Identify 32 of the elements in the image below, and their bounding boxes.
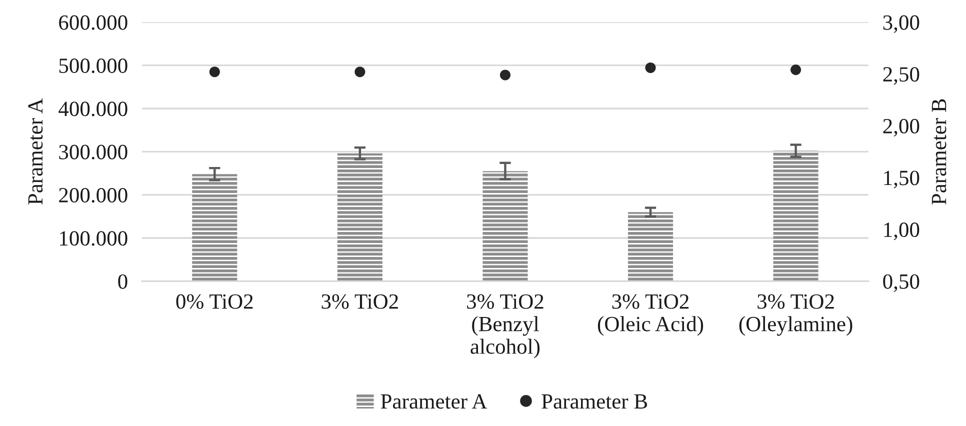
bar [773,150,818,282]
y-axis-title: Parameter A [28,98,43,205]
y2-tick-label: 2,00 [883,118,920,137]
y2-tick-label: 1,00 [884,222,920,240]
x-tick-label: 3% TiO2 (Benzyl alcohol) [467,294,544,358]
legend-label: Parameter A [380,394,488,409]
point [645,62,656,74]
x-tick-label: 3% TiO2 [322,294,398,309]
legend-label: Parameter B [542,394,648,409]
y-tick-label: 400.000 [58,102,128,116]
x-tick-label: 3% TiO2 (Oleic Acid) [598,294,704,336]
bar [628,212,674,282]
x-tick-label: 0% TiO2 [176,294,253,309]
y2-tick-label: 3,00 [883,15,920,33]
bar [337,153,382,282]
bar [482,171,528,282]
y2-tick-label: 0,50 [883,274,920,292]
x-tick-label: 3% TiO2 (Oleylamine) [739,294,852,336]
y2-tick-label: 1,50 [884,170,920,188]
bar [192,174,238,282]
point [790,64,802,76]
point [500,70,511,80]
y-tick-label: 500.000 [59,58,128,74]
y-tick-label: 600.000 [59,15,128,30]
y-tick-label: 0 [118,274,128,289]
y-tick-label: 200.000 [59,188,128,203]
y-tick-label: 300.000 [59,144,128,160]
y-tick-label: 100.000 [60,231,128,246]
y2-axis-title: Parameter B [932,99,946,205]
point [209,66,220,78]
point [354,66,366,78]
y2-tick-label: 2,50 [883,67,920,85]
